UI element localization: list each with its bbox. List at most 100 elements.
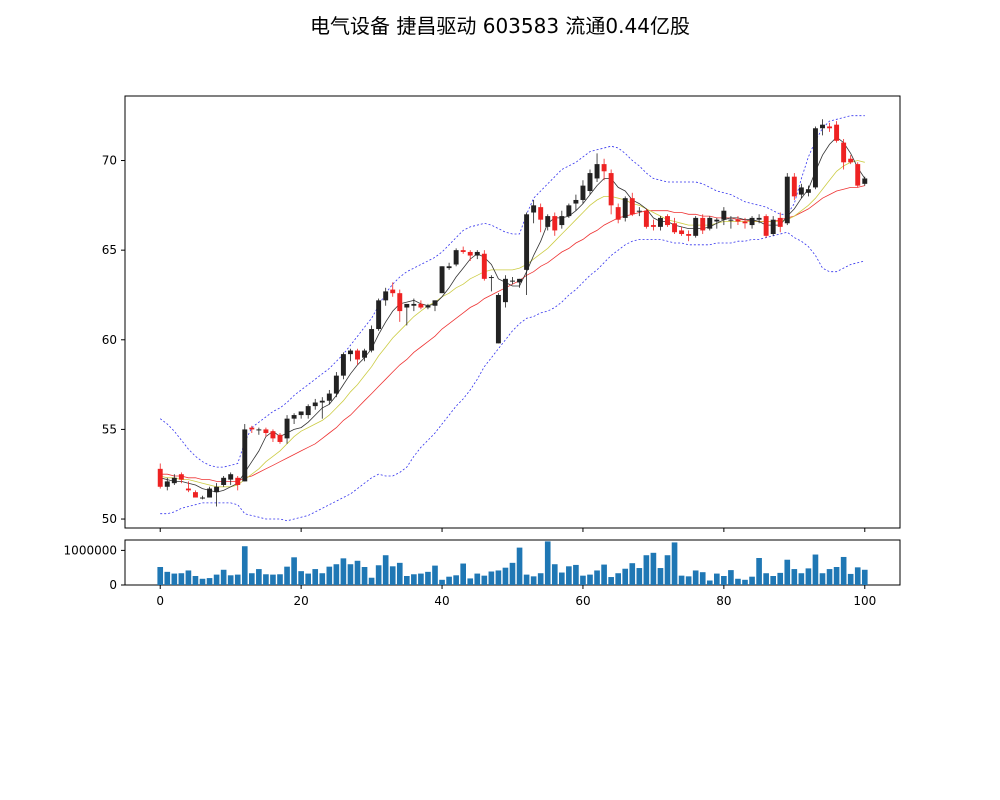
candle (502, 275, 508, 308)
volume-bar (714, 573, 720, 585)
volume-bar (587, 574, 593, 585)
candle (214, 483, 220, 507)
candle (855, 162, 861, 188)
candle-body (178, 474, 184, 480)
volume-bar (389, 566, 396, 585)
volume-bar (706, 580, 713, 585)
candle (820, 119, 825, 136)
candle-body (397, 293, 403, 312)
candle (474, 250, 480, 260)
volume-bar (382, 555, 389, 585)
candle (178, 472, 184, 484)
volume-bar (502, 567, 509, 585)
candle-body (256, 429, 262, 431)
candle-body (263, 429, 269, 433)
volume-bar (615, 573, 621, 585)
volume-y-axis: 0 1000000 (64, 543, 125, 592)
candle (573, 194, 579, 211)
candle-body (235, 477, 241, 485)
candle-body (524, 214, 530, 270)
volume-bar (601, 564, 607, 585)
volume-bar (439, 579, 445, 585)
volume-bar (185, 570, 192, 585)
candle-body (488, 277, 494, 279)
candle-body (721, 210, 727, 220)
candle-body (284, 418, 290, 439)
volume-bar (721, 576, 727, 585)
volume-x-tick-label: 20 (293, 594, 308, 608)
volume-bar (481, 575, 488, 585)
volume-bar (812, 554, 819, 585)
candle (784, 173, 790, 226)
volume-bar (826, 569, 833, 585)
volume-x-tick-label: 0 (156, 594, 164, 608)
candle-body (495, 294, 501, 344)
candle-body (784, 176, 790, 224)
candle-body (643, 210, 649, 227)
candle (390, 282, 396, 297)
volume-bar (326, 566, 333, 585)
candle-body (622, 198, 628, 218)
candle-body (686, 234, 692, 236)
candle-body (439, 266, 445, 294)
candle-body (573, 199, 579, 204)
chart-title: 电气设备 捷昌驱动 603583 流通0.44亿股 (310, 14, 690, 38)
candle-body (474, 251, 480, 256)
candle (721, 207, 727, 226)
volume-bar (847, 573, 854, 585)
volume-bar (164, 571, 171, 585)
candle (157, 463, 163, 489)
price-y-tick-label: 65 (102, 243, 117, 257)
candle-body (355, 350, 360, 360)
volume-bar (199, 578, 206, 585)
volume-bar (446, 576, 452, 585)
candle (284, 415, 290, 444)
volume-bar (791, 569, 798, 585)
candle (805, 185, 811, 197)
candle-body (214, 486, 220, 493)
volume-bar (171, 573, 178, 585)
candle-body (629, 198, 635, 215)
candle-body (714, 219, 720, 222)
candle-body (171, 477, 177, 484)
candle-body (657, 217, 663, 227)
candle (404, 303, 410, 326)
price-panel-frame (124, 95, 901, 529)
candle (622, 196, 628, 222)
candle-body (580, 185, 586, 200)
candle-body (369, 329, 375, 351)
candle (749, 216, 755, 229)
candle (587, 169, 593, 195)
volume-panel: 0 1000000 0 20 40 60 80 100 (64, 539, 901, 608)
candle (735, 216, 741, 226)
candle-body (185, 488, 191, 491)
candle (834, 121, 840, 143)
candle (200, 495, 205, 500)
candle (270, 429, 276, 442)
volume-bar (375, 565, 382, 585)
candle (355, 348, 360, 365)
price-y-tick-label: 70 (102, 154, 117, 168)
candle-body (834, 124, 840, 141)
volume-bar (798, 573, 805, 585)
candle-body (404, 303, 410, 308)
volume-bar (213, 574, 220, 585)
volume-bar (742, 579, 748, 585)
candle-body (418, 303, 424, 308)
volume-x-axis: 0 20 40 60 80 100 (156, 585, 876, 608)
price-x-ticks (159, 528, 866, 532)
candle (411, 298, 417, 312)
volume-bar (298, 571, 304, 585)
volume-bar (361, 567, 368, 585)
candle (714, 217, 720, 229)
volume-bar (256, 569, 262, 585)
candle (383, 287, 389, 306)
candle (580, 180, 586, 204)
candle-body (594, 164, 600, 179)
candle-body (157, 468, 163, 487)
volume-bar (241, 546, 248, 585)
price-panel: 50 55 60 65 70 (102, 95, 901, 532)
candle-body (207, 488, 213, 498)
volume-bar (411, 574, 417, 585)
